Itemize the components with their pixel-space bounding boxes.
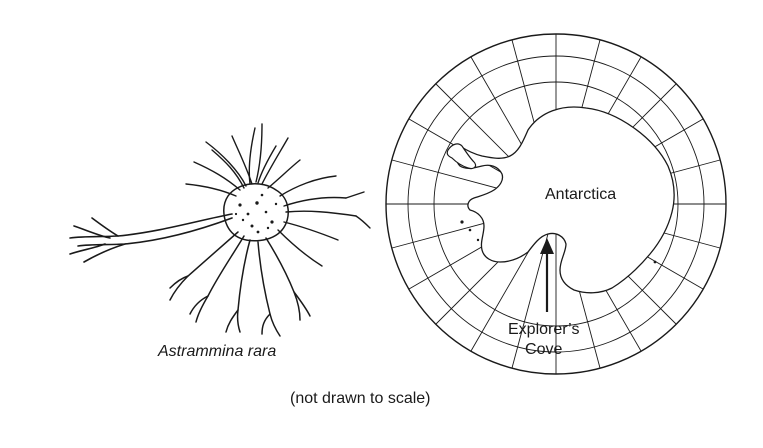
organism-lower-filaments <box>169 231 311 337</box>
location-arrow <box>540 238 554 312</box>
organism-speckles <box>234 193 278 234</box>
site-label-line1: Explorer’s <box>508 321 580 338</box>
scale-footnote: (not drawn to scale) <box>290 390 431 407</box>
site-label: Explorer’s Cove <box>508 320 579 360</box>
organism-right-filaments <box>277 175 371 267</box>
organism-left-arm <box>69 213 233 263</box>
outlying-islands <box>460 220 657 264</box>
antarctic-peninsula <box>446 143 477 170</box>
site-label-line2: Cove <box>525 341 563 358</box>
globe-boundary <box>385 33 727 375</box>
antarctica-landmass <box>455 106 675 294</box>
organism-upper-filaments <box>185 123 301 197</box>
continent-label: Antarctica <box>545 186 617 203</box>
organism-caption: Astrammina rara <box>158 343 277 360</box>
